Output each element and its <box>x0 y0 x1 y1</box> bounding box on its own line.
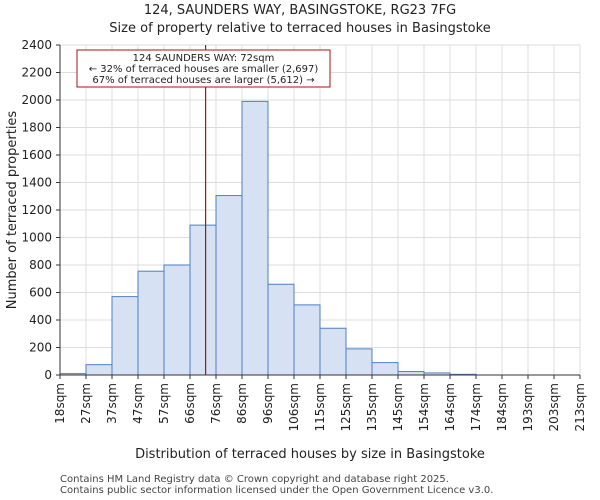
y-tick-label: 2000 <box>21 93 52 107</box>
y-tick-label: 200 <box>29 341 52 355</box>
y-tick-label: 1000 <box>21 231 52 245</box>
histogram-bar <box>85 364 113 376</box>
x-tick-label: 27sqm <box>79 383 93 424</box>
annotation-box <box>76 49 331 88</box>
y-tick-label: 1800 <box>21 121 52 135</box>
x-tick-label: 37sqm <box>105 383 119 424</box>
histogram-bar <box>111 296 139 376</box>
x-tick-label: 106sqm <box>287 383 301 431</box>
histogram-bar <box>397 371 425 376</box>
x-tick-label: 154sqm <box>417 383 431 431</box>
x-tick-label: 66sqm <box>183 383 197 424</box>
histogram-bar <box>319 327 347 376</box>
x-tick-label: 203sqm <box>547 383 561 431</box>
x-tick-label: 135sqm <box>365 383 379 431</box>
annotation-layer: 124 SAUNDERS WAY: 72sqm ← 32% of terrace… <box>76 49 331 88</box>
x-tick-label: 125sqm <box>339 383 353 431</box>
x-tick-label: 145sqm <box>391 383 405 431</box>
y-tick-label: 0 <box>44 368 52 382</box>
histogram-bar <box>137 270 165 376</box>
x-tick-label: 18sqm <box>53 383 67 424</box>
x-tick-label: 76sqm <box>209 383 223 424</box>
x-axis-label: Distribution of terraced houses by size … <box>135 447 485 462</box>
histogram-bar <box>293 304 321 376</box>
bar-layer <box>59 100 477 376</box>
x-tick-label: 86sqm <box>235 383 249 424</box>
x-tick-label: 193sqm <box>521 383 535 431</box>
chart-title: 124, SAUNDERS WAY, BASINGSTOKE, RG23 7FG <box>143 3 457 18</box>
x-tick-label: 47sqm <box>131 383 145 424</box>
annotation-line-3: 67% of terraced houses are larger (5,612… <box>92 75 314 86</box>
y-tick-label: 2200 <box>21 66 52 80</box>
histogram-bar <box>163 264 191 376</box>
histogram-bar <box>189 224 217 376</box>
histogram-bar <box>267 283 295 376</box>
footer-line-2: Contains public sector information licen… <box>60 485 494 496</box>
x-tick-label: 96sqm <box>261 383 275 424</box>
y-tick-label: 1400 <box>21 176 52 190</box>
histogram-bar <box>215 195 243 376</box>
x-tick-label: 184sqm <box>495 383 509 431</box>
histogram-chart: 0 200 400 600 800 1000 1200 1400 1600 1800 2000 220… <box>5 38 587 462</box>
y-tick-label: 1200 <box>21 203 52 217</box>
y-axis-label: Number of terraced properties <box>5 111 20 310</box>
x-tick-label: 115sqm <box>313 383 327 431</box>
x-tick-label: 174sqm <box>469 383 483 431</box>
annotation-line-1: 124 SAUNDERS WAY: 72sqm <box>133 53 275 64</box>
axis-layer: 0 200 400 600 800 1000 1200 1400 1600 1800 2000 220… <box>21 38 587 431</box>
footer-line-1: Contains HM Land Registry data © Crown c… <box>60 474 449 485</box>
y-tick-label: 600 <box>29 286 52 300</box>
x-tick-label: 164sqm <box>443 383 457 431</box>
chart-subtitle: Size of property relative to terraced ho… <box>109 21 491 36</box>
histogram-bar <box>345 348 373 376</box>
annotation-line-2: ← 32% of terraced houses are smaller (2,… <box>89 64 319 75</box>
y-tick-label: 400 <box>29 313 52 327</box>
histogram-bar <box>371 362 399 376</box>
x-tick-label: 213sqm <box>573 383 587 431</box>
histogram-bar <box>241 100 269 376</box>
y-tick-label: 1600 <box>21 148 52 162</box>
y-tick-label: 800 <box>29 258 52 272</box>
y-tick-label: 2400 <box>21 38 52 52</box>
x-tick-label: 57sqm <box>157 383 171 424</box>
